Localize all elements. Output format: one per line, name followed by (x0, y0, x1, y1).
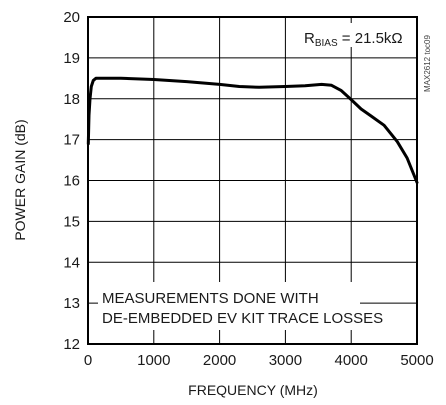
y-tick-label: 12 (63, 336, 80, 353)
y-tick-label: 16 (63, 173, 80, 190)
note-box (98, 282, 360, 330)
rbias-subscript: BIAS (315, 38, 338, 49)
x-tick-label: 5000 (400, 352, 433, 369)
y-tick-label: 19 (63, 50, 80, 67)
y-tick-label: 14 (63, 254, 80, 271)
x-tick-labels: 0 1000 2000 3000 4000 5000 (84, 352, 434, 369)
y-tick-label: 17 (63, 132, 80, 149)
x-tick-label: 1000 (137, 352, 170, 369)
note-line-2: DE-EMBEDDED EV KIT TRACE LOSSES (102, 310, 383, 327)
y-tick-label: 15 (63, 213, 80, 230)
x-tick-label: 2000 (203, 352, 236, 369)
x-tick-label: 3000 (269, 352, 302, 369)
y-tick-label: 18 (63, 91, 80, 108)
plot-frame (87, 16, 418, 345)
figure-tag: MAX2612 toc09 (423, 35, 432, 92)
y-tick-labels: 12 13 14 15 16 17 18 19 20 (63, 9, 80, 353)
rbias-value: = 21.5kΩ (338, 30, 403, 47)
x-tick-label: 0 (84, 352, 92, 369)
series-layer (86, 76, 419, 184)
rbias-symbol: R (304, 30, 315, 47)
y-tick-label: 13 (63, 295, 80, 312)
power-gain-line-0 (86, 76, 419, 184)
x-axis-label: FREQUENCY (MHz) (188, 382, 318, 398)
y-axis-label: POWER GAIN (dB) (12, 119, 28, 240)
rbias-annotation: RBIAS = 21.5kΩ (304, 30, 403, 49)
annotation-box (298, 23, 414, 47)
x-tick-label: 4000 (335, 352, 368, 369)
y-tick-label: 20 (63, 9, 80, 26)
note-line-1: MEASUREMENTS DONE WITH (102, 290, 319, 307)
